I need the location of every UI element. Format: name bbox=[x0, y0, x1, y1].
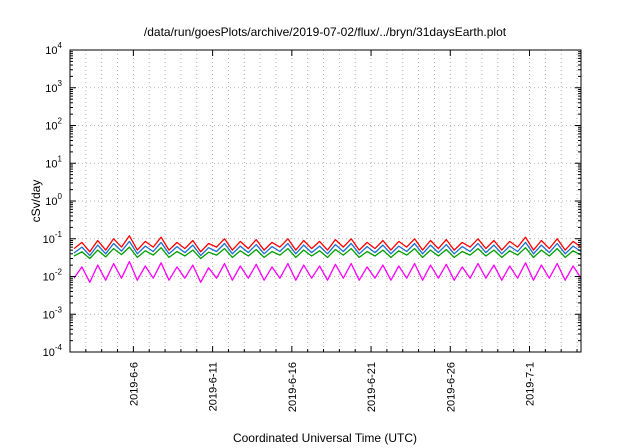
y-tick-label: 10-2 bbox=[43, 268, 63, 284]
x-tick-label: 2019-7-1 bbox=[525, 362, 537, 406]
grid-lines bbox=[70, 50, 581, 352]
y-tick-label: 10-4 bbox=[43, 343, 63, 359]
y-tick-label: 100 bbox=[45, 192, 62, 208]
x-tick-label: 2019-6-16 bbox=[287, 362, 299, 412]
y-axis-label: cSv/day bbox=[29, 180, 43, 223]
y-tick-label: 102 bbox=[45, 117, 62, 133]
axis-ticks: 10-4 10-3 10-2 10-1 100 101 102 103 104 2019-6-6 2… bbox=[43, 41, 581, 412]
y-tick-label: 10-1 bbox=[43, 230, 63, 246]
x-axis-label: Coordinated Universal Time (UTC) bbox=[233, 431, 417, 445]
x-tick-label: 2019-6-21 bbox=[366, 362, 378, 412]
series-line bbox=[73, 260, 582, 283]
x-tick-label: 2019-6-6 bbox=[128, 362, 140, 406]
x-tick-label: 2019-6-11 bbox=[208, 362, 220, 411]
series-line bbox=[73, 240, 582, 257]
y-tick-label: 10-3 bbox=[43, 305, 63, 321]
chart-title: /data/run/goesPlots/archive/2019-07-02/f… bbox=[144, 25, 507, 39]
series-line bbox=[73, 246, 582, 260]
y-tick-label: 103 bbox=[45, 79, 62, 95]
data-series bbox=[73, 235, 582, 283]
y-tick-label: 104 bbox=[45, 41, 62, 57]
x-tick-label: 2019-6-26 bbox=[445, 362, 457, 412]
y-tick-label: 101 bbox=[45, 154, 62, 170]
series-line bbox=[73, 235, 582, 253]
